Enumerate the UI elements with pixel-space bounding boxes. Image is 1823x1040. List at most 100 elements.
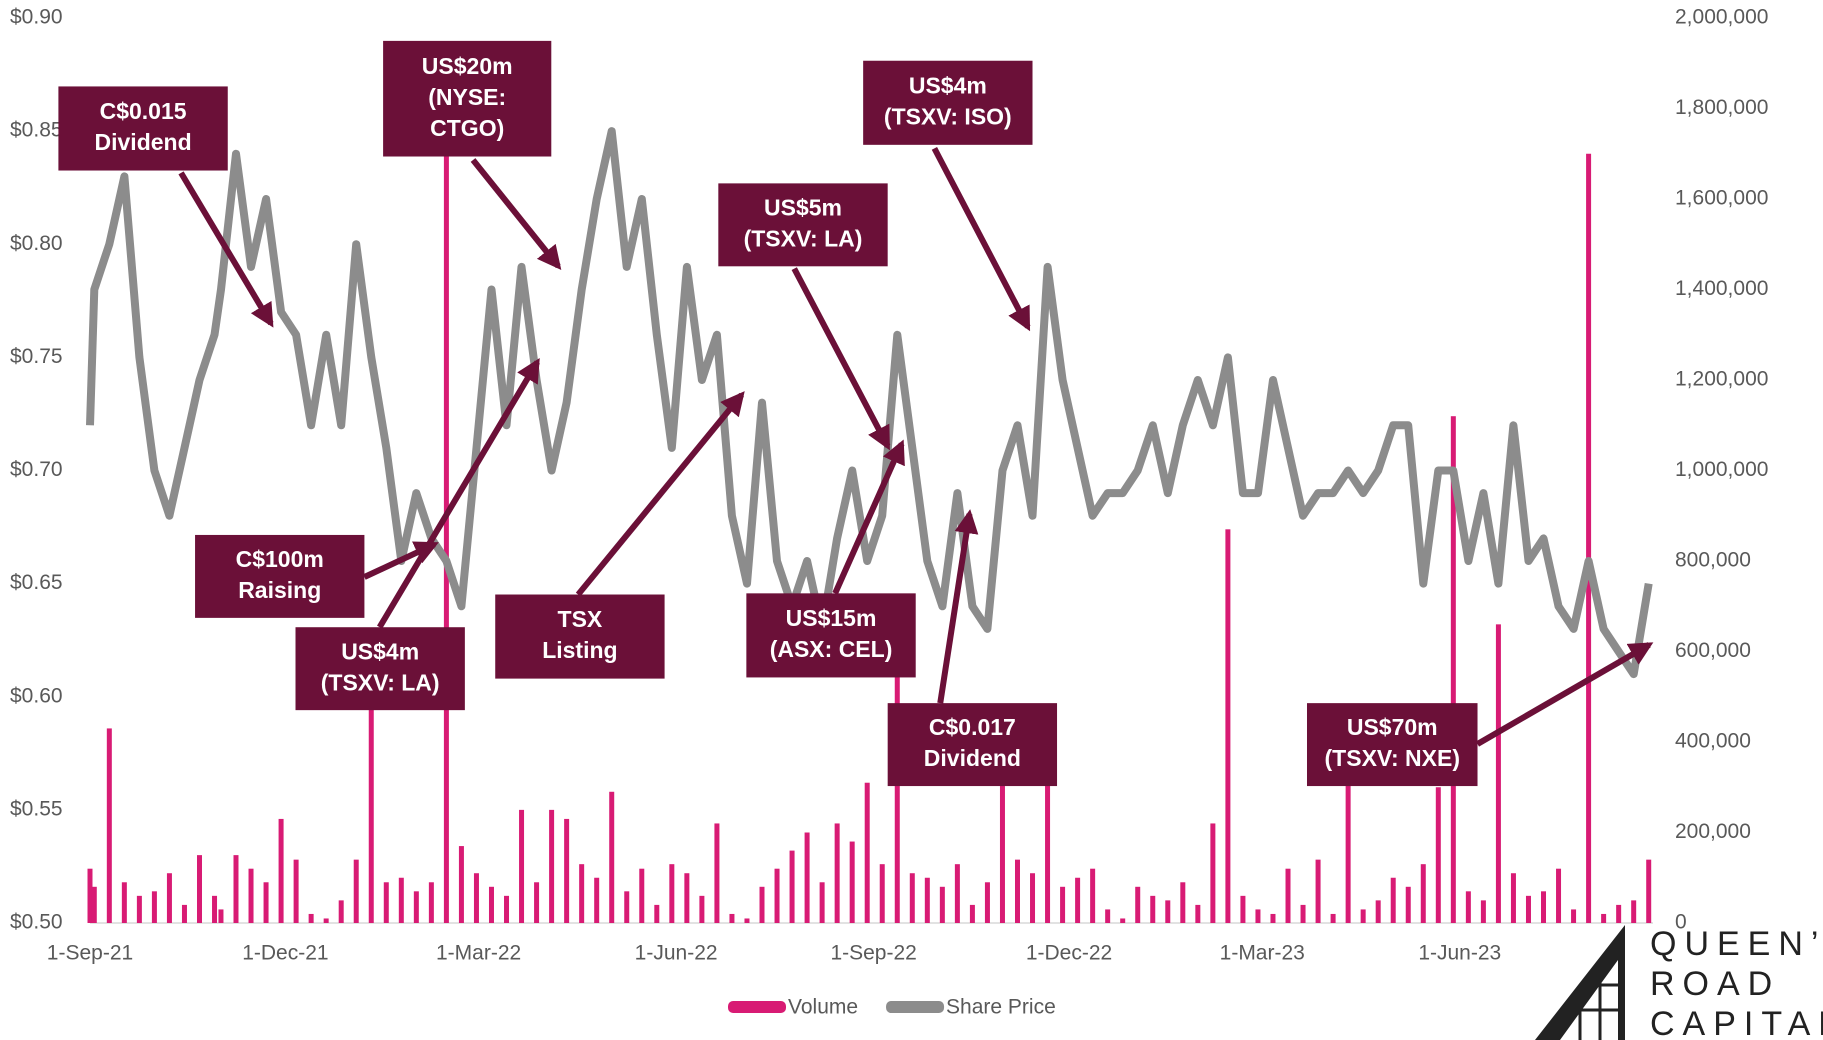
volume-bar (864, 782, 870, 923)
volume-bar (383, 882, 389, 923)
volume-bar (323, 918, 329, 923)
volume-bar (1300, 904, 1306, 923)
annotation-text: US$15m (786, 605, 877, 631)
annotation-text: C$100m (236, 546, 324, 572)
volume-bar (1586, 153, 1592, 923)
volume-bar (181, 904, 187, 923)
annotation-arrow (178, 171, 274, 328)
volume-bar (1120, 918, 1126, 923)
logo-mark (1535, 925, 1625, 1040)
volume-bar (1495, 624, 1501, 923)
annotation-box (295, 627, 465, 711)
volume-bar (1225, 529, 1231, 923)
volume-bar (458, 846, 464, 923)
volume-bar (834, 823, 840, 923)
volume-bar (308, 913, 314, 923)
y2-tick-label: 1,200,000 (1675, 368, 1768, 391)
volume-bar (594, 877, 600, 923)
volume-bar (549, 809, 555, 923)
volume-bar (1631, 900, 1637, 923)
y-tick-label: $0.55 (10, 797, 63, 820)
volume-bar (368, 696, 374, 923)
volume-bar (1030, 873, 1036, 923)
volume-bar (1646, 859, 1652, 923)
y2-tick-label: 0 (1675, 911, 1687, 934)
annotation-text: CTGO) (430, 115, 504, 141)
volume-bar (233, 855, 239, 923)
volume-bar (263, 882, 269, 923)
volume-bar (789, 850, 795, 923)
logo-text: ROAD (1650, 965, 1780, 1003)
annotation: US$70m (TSXV: NXE) (1306, 642, 1654, 787)
volume-bar (1616, 904, 1622, 923)
annotation-text: (TSXV: LA) (321, 669, 440, 695)
y-tick-label: $0.85 (10, 119, 63, 142)
x-tick-label: 1-Dec-22 (1026, 942, 1112, 965)
volume-bar (879, 864, 885, 923)
volume-bar (624, 891, 630, 923)
volume-bar (654, 904, 660, 923)
annotation-text: US$4m (341, 638, 419, 664)
volume-bar (1601, 913, 1607, 923)
volume-bar (1375, 900, 1381, 923)
y-tick-label: $0.50 (10, 911, 63, 934)
legend-label: Share Price (946, 996, 1056, 1019)
annotation-arrow (470, 158, 562, 271)
volume-bar (248, 868, 254, 923)
volume-bar (579, 864, 585, 923)
legend-swatch (728, 1001, 786, 1013)
volume-bar (684, 873, 690, 923)
volume-bar (1165, 900, 1171, 923)
annotation-arrow (931, 146, 1031, 332)
annotation-text: Raising (238, 577, 321, 603)
volume-bar (744, 918, 750, 923)
y2-tick-label: 600,000 (1675, 639, 1751, 662)
volume-bar (488, 886, 494, 923)
annotation-box (1306, 703, 1478, 787)
legend-swatch (886, 1001, 945, 1013)
annotation-text: US$4m (909, 72, 987, 98)
y2-tick-label: 400,000 (1675, 730, 1751, 753)
volume-bar (774, 868, 780, 923)
volume-bar (151, 891, 157, 923)
volume-bar (1510, 873, 1516, 923)
volume-bar (1014, 859, 1020, 923)
x-tick-label: 1-Jun-22 (635, 942, 718, 965)
annotation-box (863, 60, 1033, 145)
annotation: US$15m (ASX: CEL) (746, 439, 916, 678)
y-tick-label: $0.65 (10, 571, 63, 594)
volume-bar (413, 891, 419, 923)
volume-bar (909, 873, 915, 923)
y2-tick-label: 1,600,000 (1675, 187, 1768, 210)
annotation-text: C$0.015 (100, 98, 187, 124)
annotation-box (746, 593, 916, 678)
annotation-text: (TSXV: LA) (744, 225, 863, 251)
annotation: C$100m Raising (195, 534, 439, 618)
price-line (86, 127, 1653, 679)
y2-tick-label: 1,000,000 (1675, 458, 1768, 481)
volume-bar (1150, 895, 1156, 923)
annotation-box (195, 534, 365, 618)
y-tick-label: $0.70 (10, 458, 63, 481)
annotation-text: C$0.017 (929, 714, 1016, 740)
x-tick-label: 1-Dec-21 (242, 942, 328, 965)
y2-tick-label: 200,000 (1675, 820, 1751, 843)
y2-tick-label: 800,000 (1675, 549, 1751, 572)
annotation-box (718, 183, 888, 267)
volume-bar (218, 909, 224, 923)
annotation-text: US$20m (422, 53, 513, 79)
annotation-text: TSX (558, 606, 603, 632)
annotation: US$20m (NYSE: CTGO) (383, 40, 562, 271)
logo-text: CAPITAL (1650, 1005, 1823, 1040)
volume-bar (564, 818, 570, 923)
volume-bar (819, 882, 825, 923)
annotation-box (383, 40, 552, 157)
volume-bar (954, 864, 960, 923)
volume-bar (1450, 416, 1456, 923)
annotation: US$4m (TSXV: LA) (295, 357, 540, 711)
volume-bar (759, 886, 765, 923)
volume-bar (196, 855, 202, 923)
volume-bar (166, 873, 172, 923)
volume-bar (473, 873, 479, 923)
